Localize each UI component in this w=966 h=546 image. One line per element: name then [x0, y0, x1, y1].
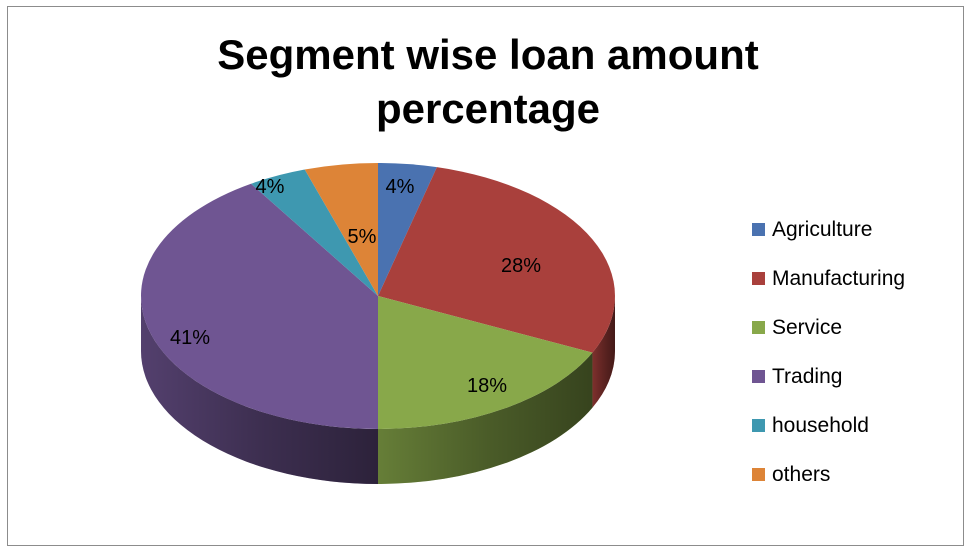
legend-swatch [752, 370, 765, 383]
legend-label: Service [772, 315, 843, 339]
legend-swatch [752, 468, 765, 481]
legend-item-trading: Trading [752, 352, 905, 401]
data-label-agriculture: 4% [386, 176, 415, 198]
data-label-others: 5% [348, 226, 377, 248]
slice-side-shade [141, 296, 378, 484]
chart-title-line-1: Segment wise loan amount [217, 31, 759, 78]
slice-side-shade [378, 352, 593, 484]
legend-swatch [752, 223, 765, 236]
slice-others [304, 163, 378, 296]
data-label-trading: 41% [170, 327, 210, 349]
chart-title-line-2: percentage [375, 85, 601, 132]
slice-household [251, 169, 378, 296]
legend-label: Agriculture [772, 217, 873, 241]
legend-label: household [772, 413, 869, 437]
slice-service [378, 296, 593, 429]
legend-item-household: household [752, 401, 905, 450]
legend-item-others: others [752, 450, 905, 499]
legend-swatch [752, 419, 765, 432]
data-label-manufacturing: 28% [501, 255, 541, 277]
legend-item-manufacturing: Manufacturing [752, 254, 905, 303]
legend: Agriculture Manufacturing Service Trading ho… [752, 205, 905, 499]
legend-swatch [752, 321, 765, 334]
data-label-service: 18% [467, 375, 507, 397]
legend-label: others [772, 462, 831, 486]
pie-labels: 4% 28% 18% 41% 4% 5% [170, 176, 541, 397]
slice-manufacturing [378, 167, 616, 353]
pie-top [141, 163, 616, 429]
pie-sides [141, 296, 615, 484]
data-label-household: 4% [256, 176, 285, 198]
legend-label: Manufacturing [772, 266, 906, 290]
slice-trading [141, 183, 378, 429]
legend-swatch [752, 272, 765, 285]
legend-item-agriculture: Agriculture [752, 205, 905, 254]
slice-agriculture [378, 163, 437, 296]
chart-title: Segment wise loan amount percentage [0, 28, 966, 136]
slice-side-shade [592, 296, 615, 408]
legend-item-service: Service [752, 303, 905, 352]
legend-label: Trading [772, 364, 843, 388]
